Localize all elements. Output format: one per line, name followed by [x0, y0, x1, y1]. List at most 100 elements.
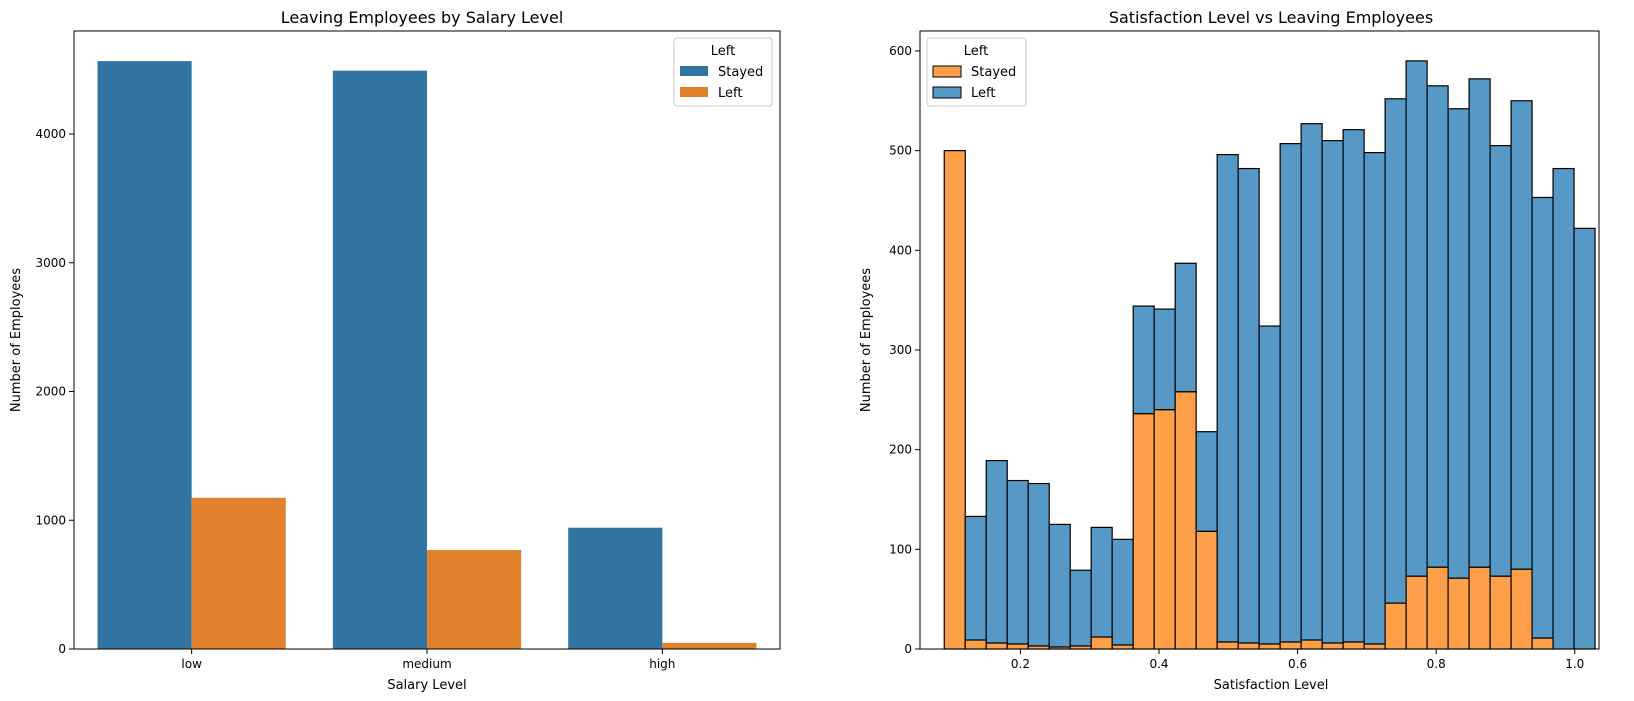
x-axis-label: Satisfaction Level	[1214, 678, 1329, 693]
hist-bar-left	[1468, 78, 1491, 568]
hist-bar-left	[1363, 152, 1386, 645]
hist-bar-left	[964, 515, 987, 641]
hist-bar-left	[1132, 305, 1155, 415]
hist-bar-left	[1552, 167, 1575, 650]
x-tick-label: 1.0	[1565, 657, 1584, 671]
hist-bar-stayed	[1384, 602, 1407, 650]
x-tick-label: 0.2	[1011, 657, 1030, 671]
hist-bar-left	[1153, 308, 1176, 411]
hist-bar-left	[1300, 123, 1323, 641]
legend-swatch-left	[680, 87, 708, 97]
hist-bar-stayed	[985, 642, 1008, 650]
x-tick-label: medium	[402, 657, 451, 671]
hist-bar-left	[1048, 523, 1071, 648]
legend-title: Left	[711, 44, 735, 59]
y-axis-label: Number of Employees	[859, 268, 874, 412]
hist-bar-stayed	[964, 639, 987, 650]
hist-bar-left	[1426, 85, 1449, 568]
axes-frame	[73, 30, 781, 650]
x-tick-label: high	[649, 657, 675, 671]
hist-bar-stayed	[1174, 391, 1197, 650]
hist-bar-stayed	[1216, 641, 1239, 650]
hist-bar-stayed	[1405, 575, 1428, 650]
hist-bar-stayed	[1531, 637, 1554, 650]
hist-bar-stayed	[1342, 641, 1365, 650]
legend-swatch-stayed	[932, 65, 962, 78]
y-axis-label: Number of Employees	[9, 268, 24, 412]
y-tick-label: 600	[889, 44, 912, 58]
bar-high-stayed	[568, 527, 663, 649]
hist-bar-left	[1447, 108, 1470, 579]
hist-bar-left	[1258, 325, 1281, 645]
hist-bar-stayed	[943, 150, 966, 650]
hist-bar-stayed	[1132, 413, 1155, 650]
salary-bar-chart: Leaving Employees by Salary Level 0 1000 2…	[9, 8, 781, 693]
hist-bar-left	[1321, 140, 1344, 644]
y-tick-label: 300	[889, 343, 912, 357]
hist-bar-stayed	[1300, 639, 1323, 650]
hist-bar-left	[1384, 98, 1407, 604]
hist-bar-left	[1006, 479, 1029, 645]
hist-bar-left	[1531, 196, 1554, 639]
axes-frame	[919, 30, 1600, 650]
y-tick-label: 400	[889, 243, 912, 257]
x-tick-label: 0.4	[1149, 657, 1168, 671]
hist-bar-left	[1405, 60, 1428, 577]
hist-bar-left	[1174, 262, 1197, 393]
bar-low-stayed	[97, 61, 192, 649]
y-tick-label: 0	[58, 642, 66, 656]
hist-bar-stayed	[1489, 575, 1512, 650]
hist-bar-left	[1573, 227, 1596, 650]
bar-medium-stayed	[332, 70, 427, 649]
hist-bar-stayed	[1363, 643, 1386, 650]
chart-title: Leaving Employees by Salary Level	[281, 8, 564, 27]
x-tick-label: 0.8	[1427, 657, 1446, 671]
y-tick-label: 0	[904, 642, 912, 656]
legend-label-left: Left	[718, 86, 742, 101]
x-ticks: low medium high	[181, 649, 675, 671]
hist-bar-stayed	[1447, 577, 1470, 650]
hist-bar-stayed	[1510, 568, 1533, 650]
bars	[97, 61, 757, 649]
legend: Left Stayed Left	[673, 37, 773, 107]
hist-bar-left	[1510, 100, 1533, 570]
hist-bar-stayed	[1426, 566, 1449, 650]
bar-medium-left	[427, 549, 522, 649]
hist-bar-left	[1342, 129, 1365, 643]
legend: Left Stayed Left	[926, 37, 1027, 107]
hist-bar-left	[1216, 154, 1239, 643]
legend-title: Left	[964, 44, 988, 59]
hist-bar-left	[1090, 526, 1113, 638]
x-axis-label: Salary Level	[387, 678, 466, 693]
y-ticks: 0 100 200 300 400 500 600	[889, 44, 920, 656]
hist-bar-stayed	[1258, 643, 1281, 650]
hist-bar-left	[1237, 167, 1260, 644]
satisfaction-histogram: Satisfaction Level vs Leaving Employees …	[859, 8, 1600, 693]
hist-bar-stayed	[1321, 642, 1344, 650]
hist-bar-left	[1195, 431, 1218, 532]
y-tick-label: 200	[889, 443, 912, 457]
y-ticks: 0 1000 2000 3000 4000	[35, 127, 74, 656]
x-tick-label: low	[181, 657, 202, 671]
hist-bar-left	[1489, 145, 1512, 577]
histogram-bars	[943, 60, 1596, 650]
legend-swatch-left	[932, 86, 962, 99]
legend-label-left: Left	[971, 86, 995, 101]
bar-low-left	[191, 497, 286, 649]
hist-bar-stayed	[1006, 643, 1029, 650]
hist-bar-stayed	[1468, 566, 1491, 650]
legend-label-stayed: Stayed	[718, 65, 763, 80]
x-ticks: 0.2 0.4 0.6 0.8 1.0	[1011, 649, 1584, 671]
hist-bar-left	[985, 460, 1008, 644]
y-tick-label: 4000	[35, 127, 66, 141]
y-tick-label: 1000	[35, 513, 66, 527]
legend-swatch-stayed	[680, 66, 708, 76]
hist-bar-left	[1069, 569, 1092, 647]
bar-high-left	[662, 642, 757, 649]
hist-bar-stayed	[1153, 409, 1176, 650]
hist-bar-left	[1279, 143, 1302, 643]
hist-bar-stayed	[1237, 642, 1260, 650]
hist-bar-left	[1027, 482, 1050, 647]
chart-title: Satisfaction Level vs Leaving Employees	[1109, 8, 1433, 27]
